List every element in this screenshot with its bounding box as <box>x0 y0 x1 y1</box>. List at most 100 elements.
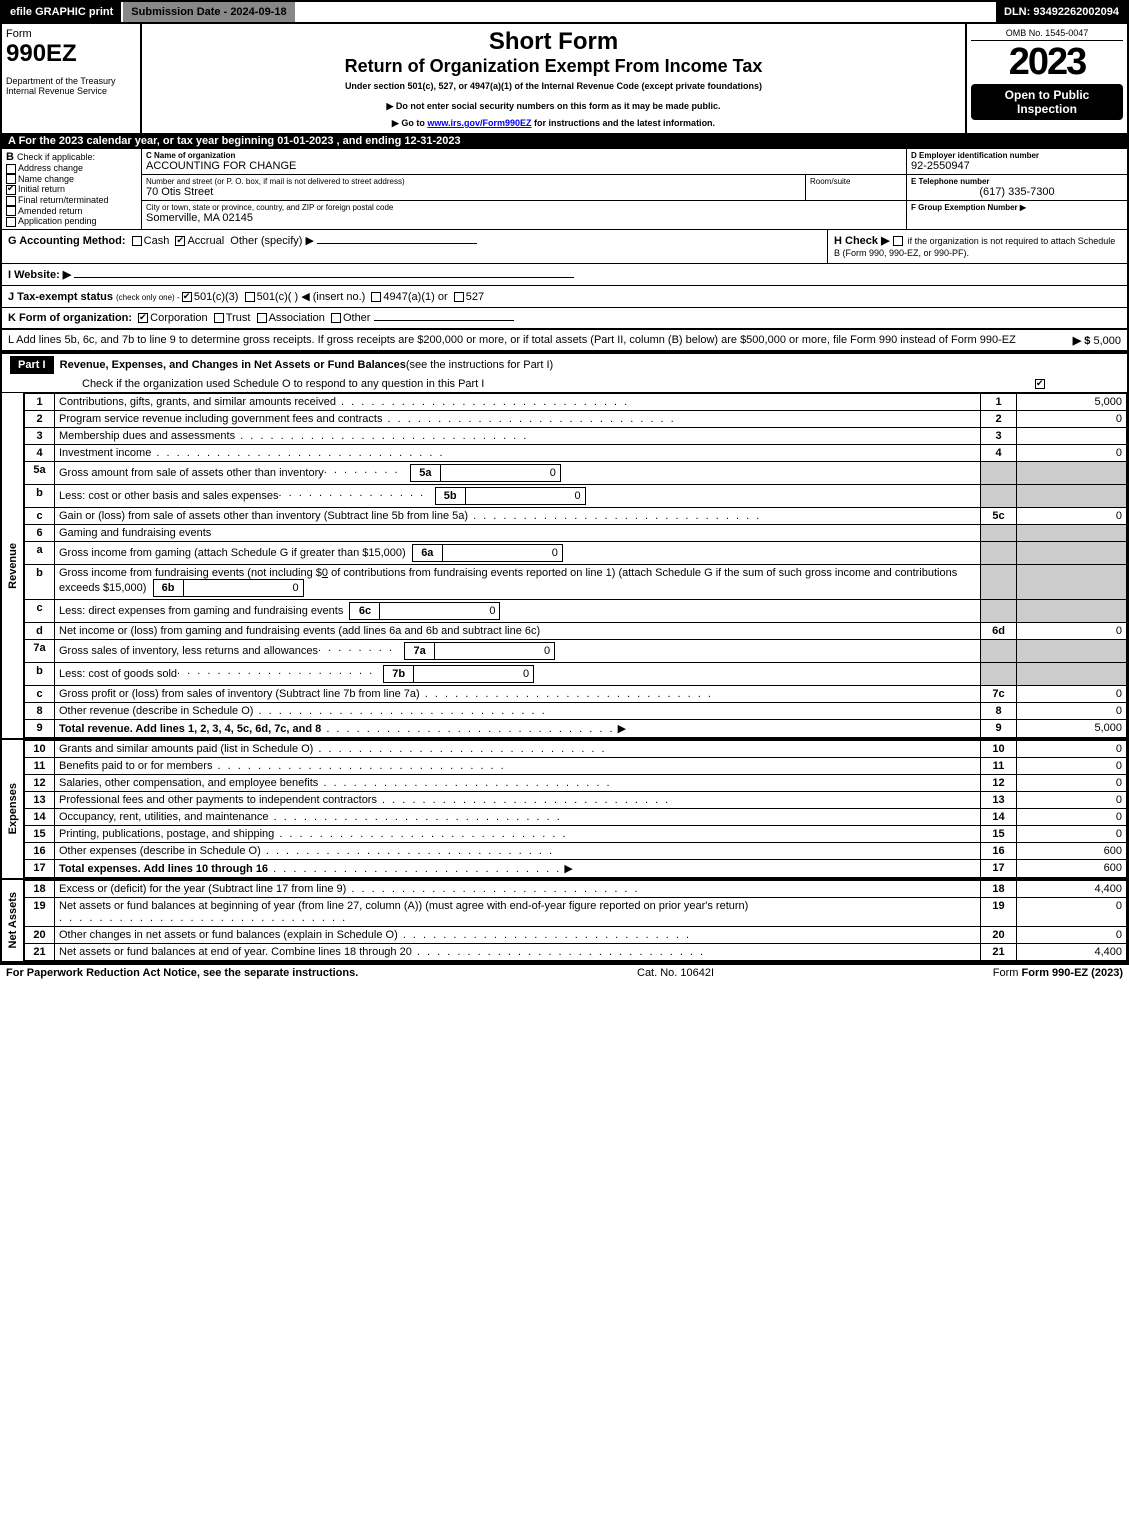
l-text: L Add lines 5b, 6c, and 7b to line 9 to … <box>8 334 1016 346</box>
l8-lineno: 8 <box>981 703 1017 720</box>
checkbox-address-change[interactable] <box>6 164 16 174</box>
line-13: 13Professional fees and other payments t… <box>25 792 1127 809</box>
checkbox-schedule-o[interactable] <box>1035 379 1045 389</box>
l6b-amt0: 0 <box>322 567 328 579</box>
part1-badge: Part I <box>10 356 54 374</box>
checkbox-527[interactable] <box>454 292 464 302</box>
l12-lineno: 12 <box>981 775 1017 792</box>
checkbox-corporation[interactable] <box>138 313 148 323</box>
l1-amt: 5,000 <box>1017 393 1127 410</box>
checkbox-initial-return[interactable] <box>6 185 16 195</box>
checkbox-4947[interactable] <box>371 292 381 302</box>
checkbox-schedule-b[interactable] <box>893 236 903 246</box>
ein-value: 92-2550947 <box>911 160 1123 172</box>
line-14: 14 Occupancy, rent, utilities, and mainte… <box>25 809 1127 826</box>
l13-lineno: 13 <box>981 792 1017 809</box>
checkbox-association[interactable] <box>257 313 267 323</box>
l7c-desc: Gross profit or (loss) from sales of inv… <box>59 688 420 700</box>
l18-desc: Excess or (deficit) for the year (Subtra… <box>59 883 346 895</box>
g-other-input[interactable] <box>317 243 477 244</box>
website-input[interactable] <box>74 277 574 278</box>
l4-num: 4 <box>25 444 55 461</box>
l7a-shade2 <box>1017 639 1127 662</box>
line-10: 10Grants and similar amounts paid (list … <box>25 741 1127 758</box>
revenue-label: Revenue <box>2 393 24 738</box>
j-501c: 501(c)( ) ◀ (insert no.) <box>257 291 366 303</box>
checkbox-accrual[interactable] <box>175 236 185 246</box>
l1-lineno: 1 <box>981 393 1017 410</box>
footer-pra: For Paperwork Reduction Act Notice, see … <box>6 967 358 979</box>
k-other-input[interactable] <box>374 320 514 321</box>
header-mid: Short Form Return of Organization Exempt… <box>142 24 967 133</box>
section-h: H Check ▶ if the organization is not req… <box>827 230 1127 263</box>
main-title: Return of Organization Exempt From Incom… <box>150 56 957 77</box>
b-addr: Address change <box>18 163 83 173</box>
l16-desc: Other expenses (describe in Schedule O) <box>59 845 261 857</box>
line-6c: cLess: direct expenses from gaming and f… <box>25 599 1127 622</box>
l14-desc: Occupancy, rent, utilities, and maintena… <box>59 811 269 823</box>
omb-number: OMB No. 1545-0047 <box>971 28 1123 41</box>
l6c-sa: 0 <box>380 602 500 619</box>
checkbox-amended-return[interactable] <box>6 206 16 216</box>
goto-link[interactable]: www.irs.gov/Form990EZ <box>427 118 531 128</box>
part1-check-text: Check if the organization used Schedule … <box>82 378 484 390</box>
c-name-label: C Name of organization <box>146 151 902 160</box>
k-label: K Form of organization: <box>8 312 132 324</box>
l14-num: 14 <box>25 809 55 826</box>
l7c-amt: 0 <box>1017 686 1127 703</box>
section-g: G Accounting Method: Cash Accrual Other … <box>2 230 827 263</box>
k-corp: Corporation <box>150 312 207 324</box>
revenue-section: Revenue 1 Contributions, gifts, grants, a… <box>2 393 1127 738</box>
submission-date-badge: Submission Date - 2024-09-18 <box>123 2 296 22</box>
checkbox-501c3[interactable] <box>182 292 192 302</box>
l19-desc: Net assets or fund balances at beginning… <box>59 900 748 912</box>
l19-num: 19 <box>25 898 55 927</box>
l6a-sn: 6a <box>412 544 442 561</box>
checkbox-application-pending[interactable] <box>6 217 16 227</box>
line-1: 1 Contributions, gifts, grants, and simil… <box>25 393 1127 410</box>
city-label: City or town, state or province, country… <box>146 203 902 212</box>
l3-lineno: 3 <box>981 427 1017 444</box>
l20-lineno: 20 <box>981 927 1017 944</box>
header-right: OMB No. 1545-0047 2023 Open to Public In… <box>967 24 1127 133</box>
checkbox-final-return[interactable] <box>6 196 16 206</box>
topbar: efile GRAPHIC print Submission Date - 20… <box>2 2 1127 22</box>
part1-subtitle: (see the instructions for Part I) <box>406 359 553 371</box>
j-501c3: 501(c)(3) <box>194 291 239 303</box>
line-6d: dNet income or (loss) from gaming and fu… <box>25 622 1127 639</box>
l9-arrow: ▶ <box>618 723 626 735</box>
checkbox-other-org[interactable] <box>331 313 341 323</box>
l10-desc: Grants and similar amounts paid (list in… <box>59 743 313 755</box>
l7a-sn: 7a <box>405 643 435 660</box>
efile-print-button[interactable]: efile GRAPHIC print <box>2 2 123 22</box>
footer-form-text: Form 990-EZ (2023) <box>1022 967 1123 979</box>
checkbox-501c[interactable] <box>245 292 255 302</box>
l5c-desc: Gain or (loss) from sale of assets other… <box>59 510 468 522</box>
l9-desc: Total revenue. Add lines 1, 2, 3, 4, 5c,… <box>59 723 321 735</box>
l21-num: 21 <box>25 944 55 961</box>
l6d-desc: Net income or (loss) from gaming and fun… <box>59 625 540 637</box>
l1-desc: Contributions, gifts, grants, and simila… <box>59 396 336 408</box>
l6b-shade1 <box>981 564 1017 599</box>
checkbox-trust[interactable] <box>214 313 224 323</box>
l5b-shade1 <box>981 484 1017 507</box>
line-7a: 7aGross sales of inventory, less returns… <box>25 639 1127 662</box>
part1-check-row: Check if the organization used Schedule … <box>2 376 1127 393</box>
line-7b: bLess: cost of goods sold 7b0 <box>25 663 1127 686</box>
tax-year: 2023 <box>971 41 1123 84</box>
org-name: ACCOUNTING FOR CHANGE <box>146 160 902 172</box>
form-header: Form 990EZ Department of the Treasury In… <box>2 22 1127 133</box>
l6c-shade1 <box>981 599 1017 622</box>
line-20: 20Other changes in net assets or fund ba… <box>25 927 1127 944</box>
g-label: G Accounting Method: <box>8 235 126 247</box>
line-5b: bLess: cost or other basis and sales exp… <box>25 484 1127 507</box>
g-cash: Cash <box>144 235 170 247</box>
checkbox-cash[interactable] <box>132 236 142 246</box>
line-4: 4Investment income40 <box>25 444 1127 461</box>
d-label: D Employer identification number <box>911 151 1123 160</box>
irs-label: Internal Revenue Service <box>6 86 136 96</box>
line-2: 2Program service revenue including gover… <box>25 410 1127 427</box>
line-15: 15Printing, publications, postage, and s… <box>25 826 1127 843</box>
b-pending: Application pending <box>18 216 97 226</box>
l16-amt: 600 <box>1017 843 1127 860</box>
